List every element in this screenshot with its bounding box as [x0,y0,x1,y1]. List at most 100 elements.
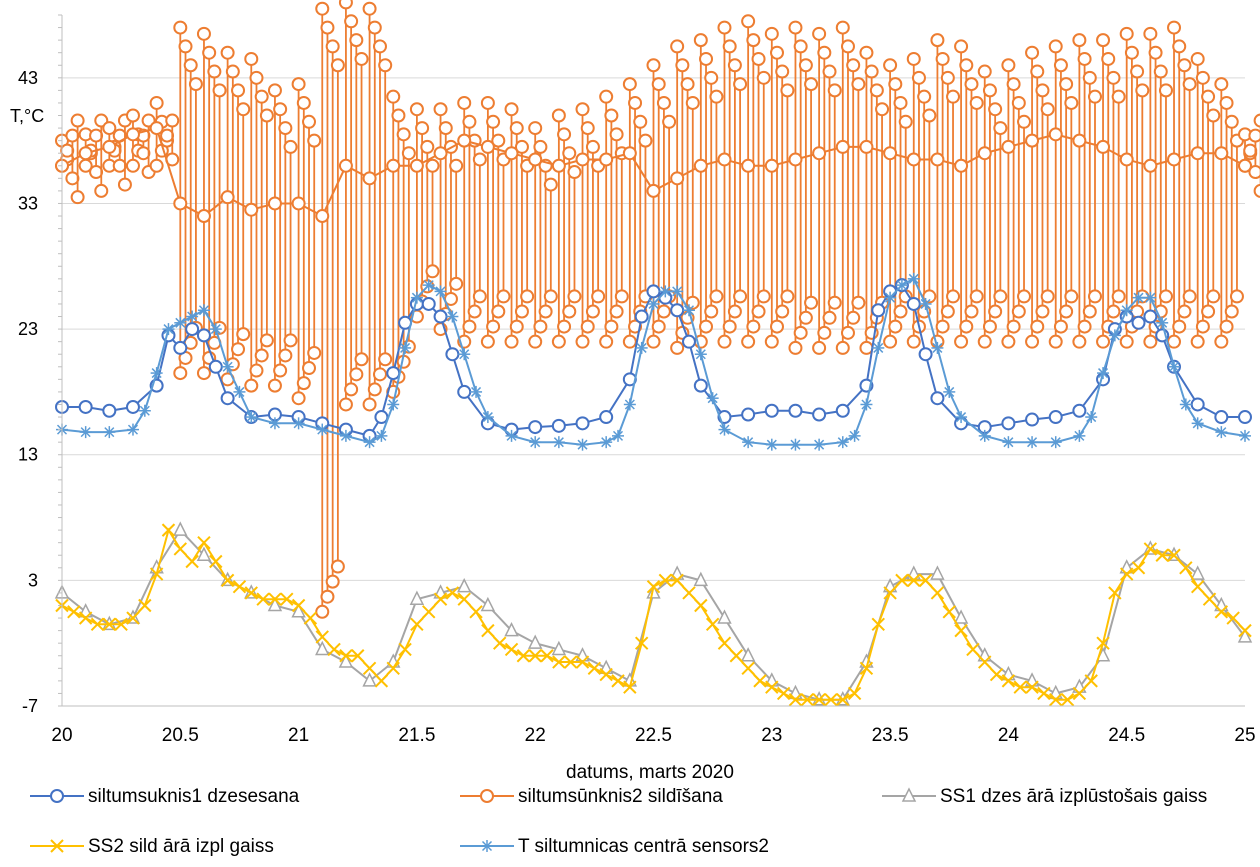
data-point [320,20,335,35]
data-point [1048,127,1063,142]
x-marker-stroke [670,573,684,588]
data-point [296,376,311,391]
data-point [1085,411,1098,424]
data-point [433,102,448,117]
data-point [764,26,779,41]
data-point [647,297,660,310]
data-point [149,95,164,110]
data-point [812,340,827,355]
data-point [161,523,176,537]
data-point [1237,628,1253,643]
data-point [422,279,435,292]
x-marker-stroke [481,623,495,638]
data-point [102,403,117,418]
asterisk-stroke [624,399,635,410]
data-point [125,399,140,414]
data-point [599,89,614,104]
data-point [685,95,700,110]
data-point [800,693,814,707]
data-point [386,158,401,173]
data-point [70,113,85,128]
data-point [953,609,969,624]
data-point [729,649,744,663]
asterisk-stroke [837,437,848,448]
data-point [888,77,903,92]
data-point [89,128,104,143]
data-point [575,334,590,349]
data-point [457,592,471,606]
data-point [656,95,671,110]
data-point [533,319,548,334]
data-point [1011,95,1026,110]
data-point [623,680,637,694]
data-point [1219,95,1234,110]
data-point [1108,329,1121,342]
data-point [315,630,329,644]
data-point [776,686,791,701]
data-point [753,674,767,688]
data-point [1224,114,1239,129]
data-point [727,58,742,73]
data-point [977,146,992,161]
data-point [1082,304,1097,319]
data-point [682,304,695,317]
data-point [551,418,566,433]
data-point [422,605,436,619]
x-marker-stroke [954,623,968,638]
asterisk-stroke [364,437,375,448]
asterisk-stroke [1216,427,1227,438]
data-point [969,95,984,110]
data-point [964,304,979,319]
data-point [425,264,440,279]
data-point [1072,686,1087,701]
data-point [396,127,411,142]
data-point [651,319,666,334]
data-point [765,438,778,451]
data-point [635,341,648,354]
data-point [1011,304,1026,319]
x-marker-stroke [173,542,188,556]
data-point [646,183,661,198]
data-point [551,334,566,349]
data-point [770,45,785,60]
asterisk-stroke [506,430,517,441]
data-point [173,521,188,536]
data-point [1001,674,1016,688]
data-point [70,190,85,205]
x-tick-label: 22 [525,725,546,746]
x-marker-stroke [1167,548,1181,562]
data-point [875,102,890,117]
x-marker-stroke [386,661,400,676]
data-point [557,127,572,142]
data-point [1084,674,1098,688]
asterisk-stroke [790,439,801,450]
x-tick-label: 24.5 [1108,725,1145,746]
data-point [259,108,274,123]
x-tick-label: 21 [288,725,309,746]
data-point [989,667,1004,682]
x-marker-stroke [1049,693,1063,707]
data-point [793,325,808,340]
data-point [599,410,614,425]
data-point [467,304,482,319]
series-line [61,527,1246,701]
data-point [895,279,908,292]
data-point [718,423,731,436]
data-point [869,83,884,98]
data-point [398,642,412,657]
data-point [138,598,152,613]
x-marker-stroke [1238,623,1252,638]
data-point [446,310,459,323]
data-point [824,693,838,707]
x-tick-label: 25 [1234,725,1255,746]
data-point [491,304,506,319]
data-point [89,165,104,180]
x-axis-label: datums, marts 2020 [566,762,734,783]
data-point [817,45,832,60]
data-point [126,611,140,625]
data-point [209,554,223,569]
data-point [186,310,199,323]
data-point [740,647,756,662]
data-point [717,20,732,35]
data-point [580,319,595,334]
